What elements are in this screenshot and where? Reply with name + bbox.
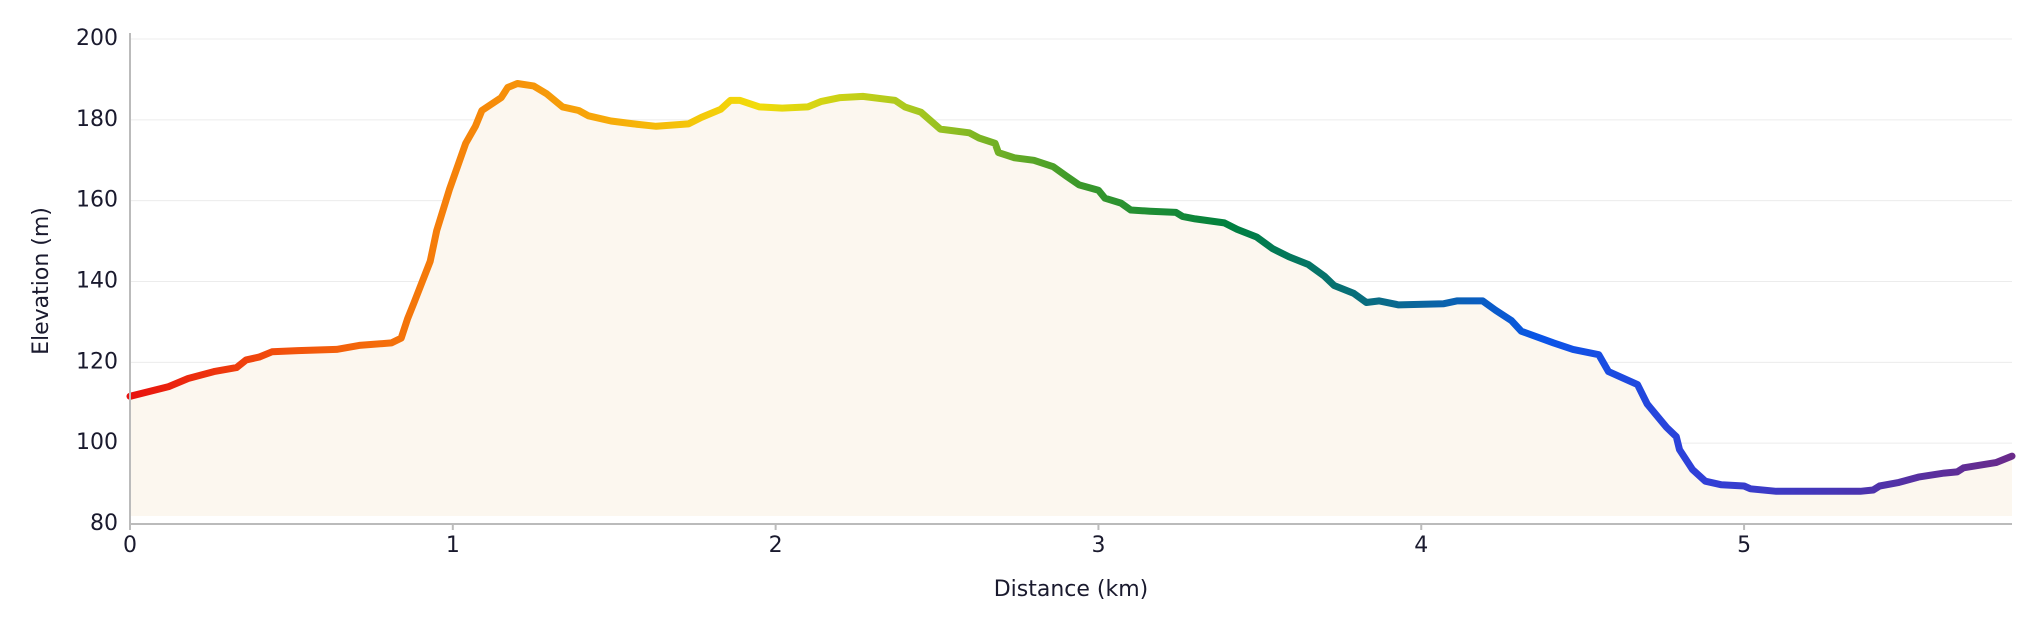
y-tick-label: 120 [76,349,118,374]
x-axis-title: Distance (km) [994,577,1149,602]
x-tick-label: 3 [1091,533,1105,558]
x-tick-label: 1 [446,533,460,558]
y-tick-label: 140 [76,269,118,294]
y-tick-label: 180 [76,107,118,132]
x-tick-label: 5 [1737,533,1751,558]
y-tick-label: 100 [76,430,118,455]
area-fill [130,83,2012,516]
x-tick-label: 0 [123,533,137,558]
y-tick-label: 200 [76,26,118,51]
y-tick-label: 160 [76,188,118,213]
y-axis-title: Elevation (m) [29,207,54,355]
elevation-line [126,80,2016,495]
x-tick-label: 2 [769,533,783,558]
y-tick-label: 80 [90,511,118,536]
x-tick-label: 4 [1414,533,1428,558]
